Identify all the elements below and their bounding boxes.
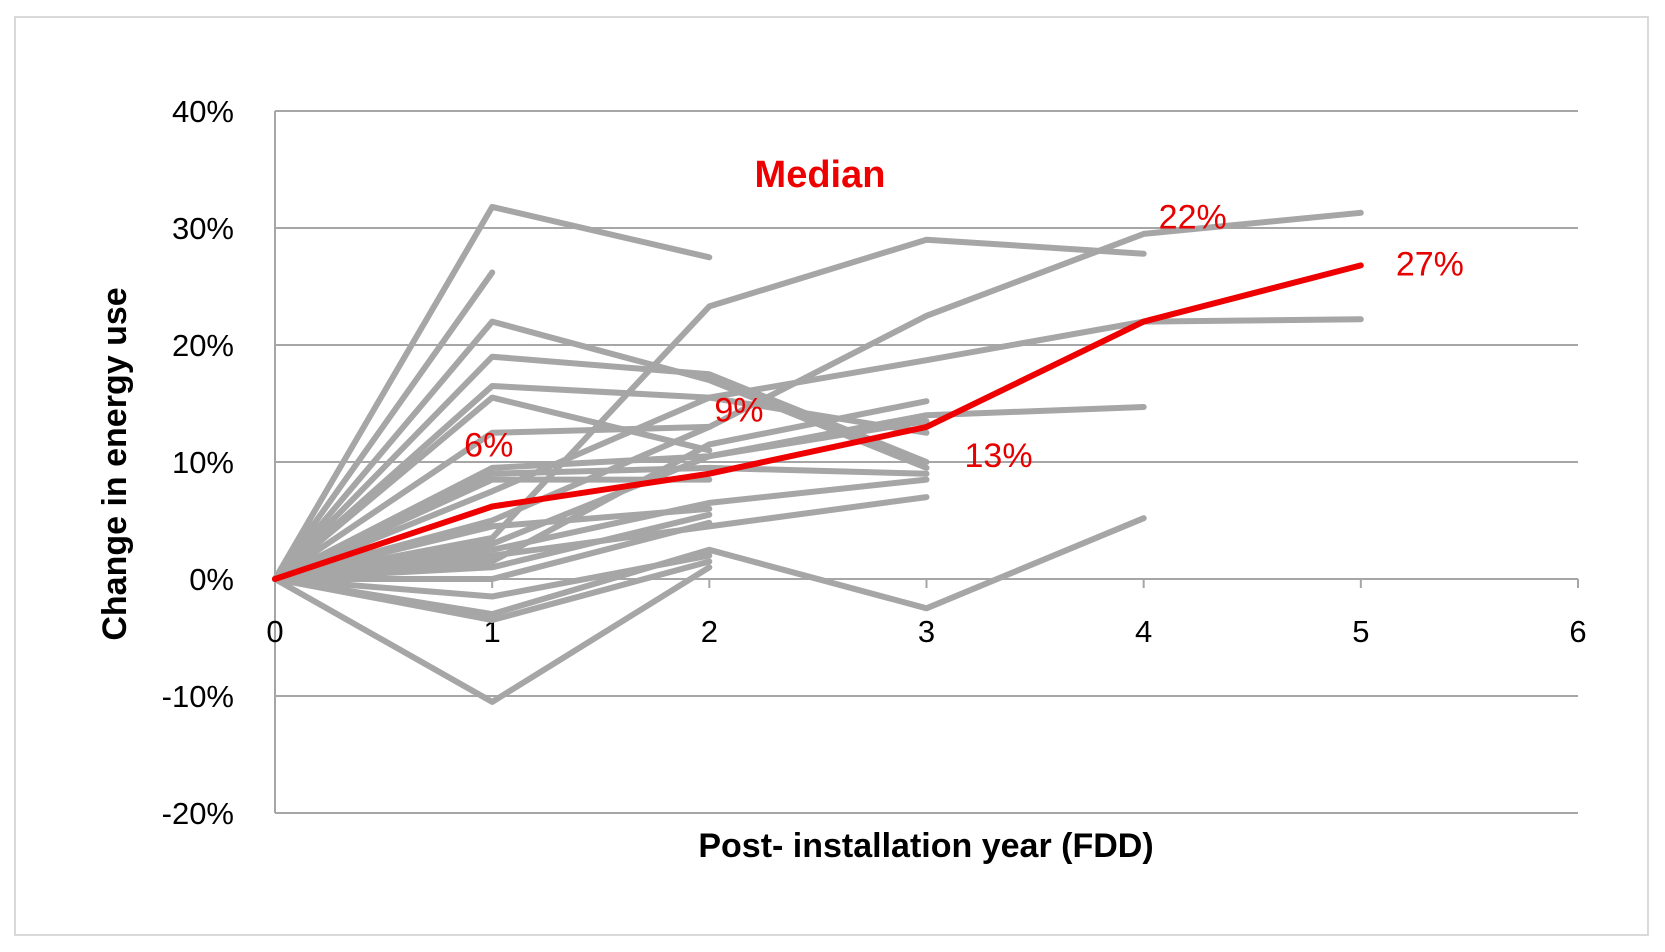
median-annotation: 9% (714, 392, 763, 430)
y-axis-title: Change in energy use (96, 287, 134, 640)
x-tick-label: 0 (266, 614, 283, 649)
building-series-line (272, 519, 713, 582)
median-legend-label: Median (755, 154, 886, 196)
building-series-line (272, 394, 713, 582)
y-tick-label: 10% (172, 445, 234, 480)
median-annotation: 6% (464, 426, 513, 464)
median-annotation: 27% (1396, 245, 1464, 283)
median-series-line (272, 262, 1364, 582)
y-tick-label: 40% (172, 94, 234, 129)
building-series-line (272, 236, 1147, 582)
building-series-line (272, 203, 713, 582)
x-axis-title: Post- installation year (FDD) (698, 827, 1153, 865)
x-tick-label: 3 (918, 614, 935, 649)
median-annotation: 13% (965, 437, 1033, 475)
y-tick-label: 20% (172, 328, 234, 363)
building-series-line (272, 316, 1364, 582)
building-series-line (272, 404, 1147, 582)
chart-frame (14, 16, 1649, 936)
building-series (272, 203, 1364, 705)
building-series-line (272, 464, 930, 582)
building-series-line (272, 511, 713, 582)
building-series-line (272, 564, 713, 705)
building-series-line (272, 383, 930, 582)
median-annotation: 22% (1159, 199, 1227, 237)
x-tick-label: 2 (701, 614, 718, 649)
building-series-line (272, 558, 713, 623)
y-tick-label: -20% (162, 796, 234, 831)
tick-labels: 40% 30% 20% 10% 0% -10% -20% 0 1 2 3 4 5 6 (162, 94, 1587, 831)
building-series-line (272, 515, 1147, 618)
x-tick-label: 6 (1569, 614, 1586, 649)
building-series-line (272, 269, 496, 582)
y-tick-label: 0% (189, 562, 234, 597)
median-annotations: 6% 9% 13% 22% 27% (464, 199, 1464, 475)
x-tick-label: 5 (1352, 614, 1369, 649)
building-series-line (272, 209, 1364, 582)
building-series-line (272, 505, 713, 582)
y-tick-label: -10% (162, 679, 234, 714)
x-tick-label: 4 (1135, 614, 1152, 649)
y-tick-label: 30% (172, 211, 234, 246)
median-series (272, 262, 1364, 582)
x-tick-label: 1 (484, 614, 501, 649)
